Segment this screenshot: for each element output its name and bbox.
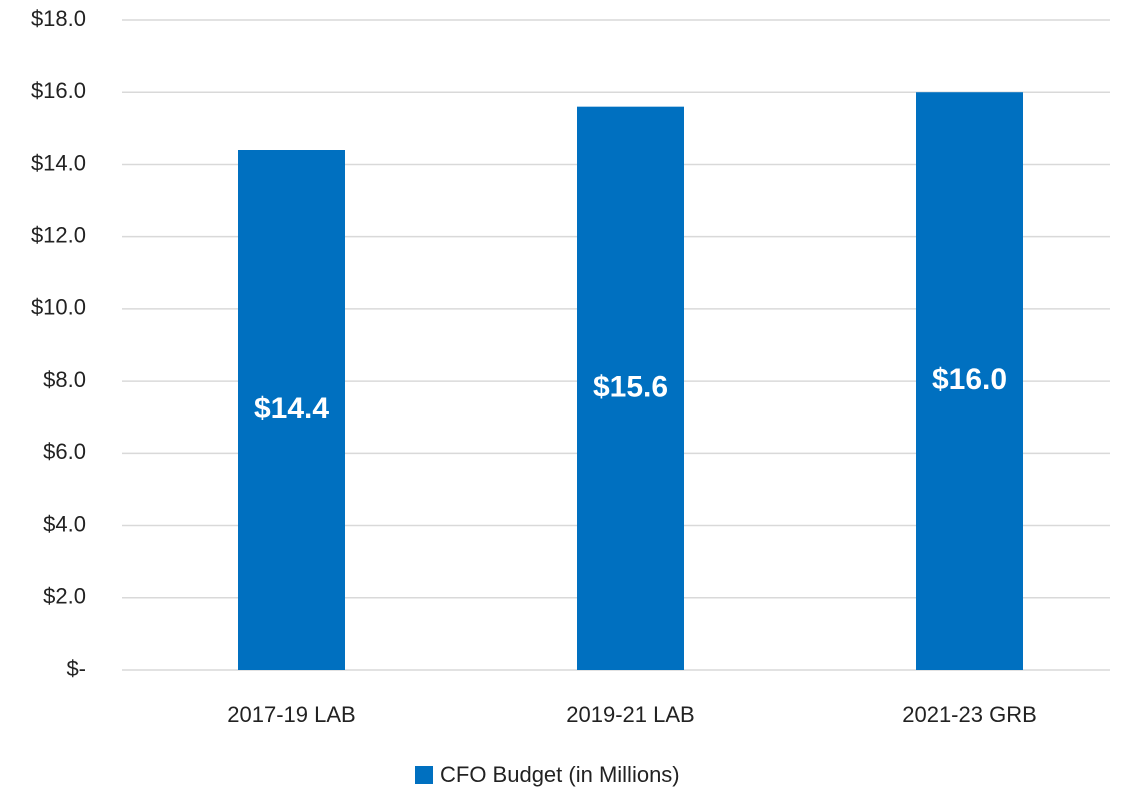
y-tick-label: $14.0	[31, 150, 86, 175]
y-tick-label: $-	[66, 656, 86, 681]
bar	[577, 106, 684, 670]
y-tick-label: $6.0	[43, 439, 86, 464]
bar	[916, 92, 1023, 670]
y-tick-label: $18.0	[31, 6, 86, 31]
value-label: $14.4	[254, 392, 329, 425]
legend-swatch	[415, 766, 433, 784]
y-tick-label: $10.0	[31, 295, 86, 320]
value-label: $16.0	[932, 363, 1007, 396]
y-tick-label: $12.0	[31, 222, 86, 247]
bar	[238, 150, 345, 670]
x-tick-label: 2017-19 LAB	[227, 702, 355, 727]
y-tick-label: $2.0	[43, 584, 86, 609]
value-label: $15.6	[593, 370, 668, 403]
x-tick-label: 2019-21 LAB	[566, 702, 694, 727]
y-tick-label: $4.0	[43, 511, 86, 536]
y-tick-label: $8.0	[43, 367, 86, 392]
x-tick-label: 2021-23 GRB	[902, 702, 1037, 727]
y-tick-label: $16.0	[31, 78, 86, 103]
legend-label: CFO Budget (in Millions)	[440, 762, 680, 787]
